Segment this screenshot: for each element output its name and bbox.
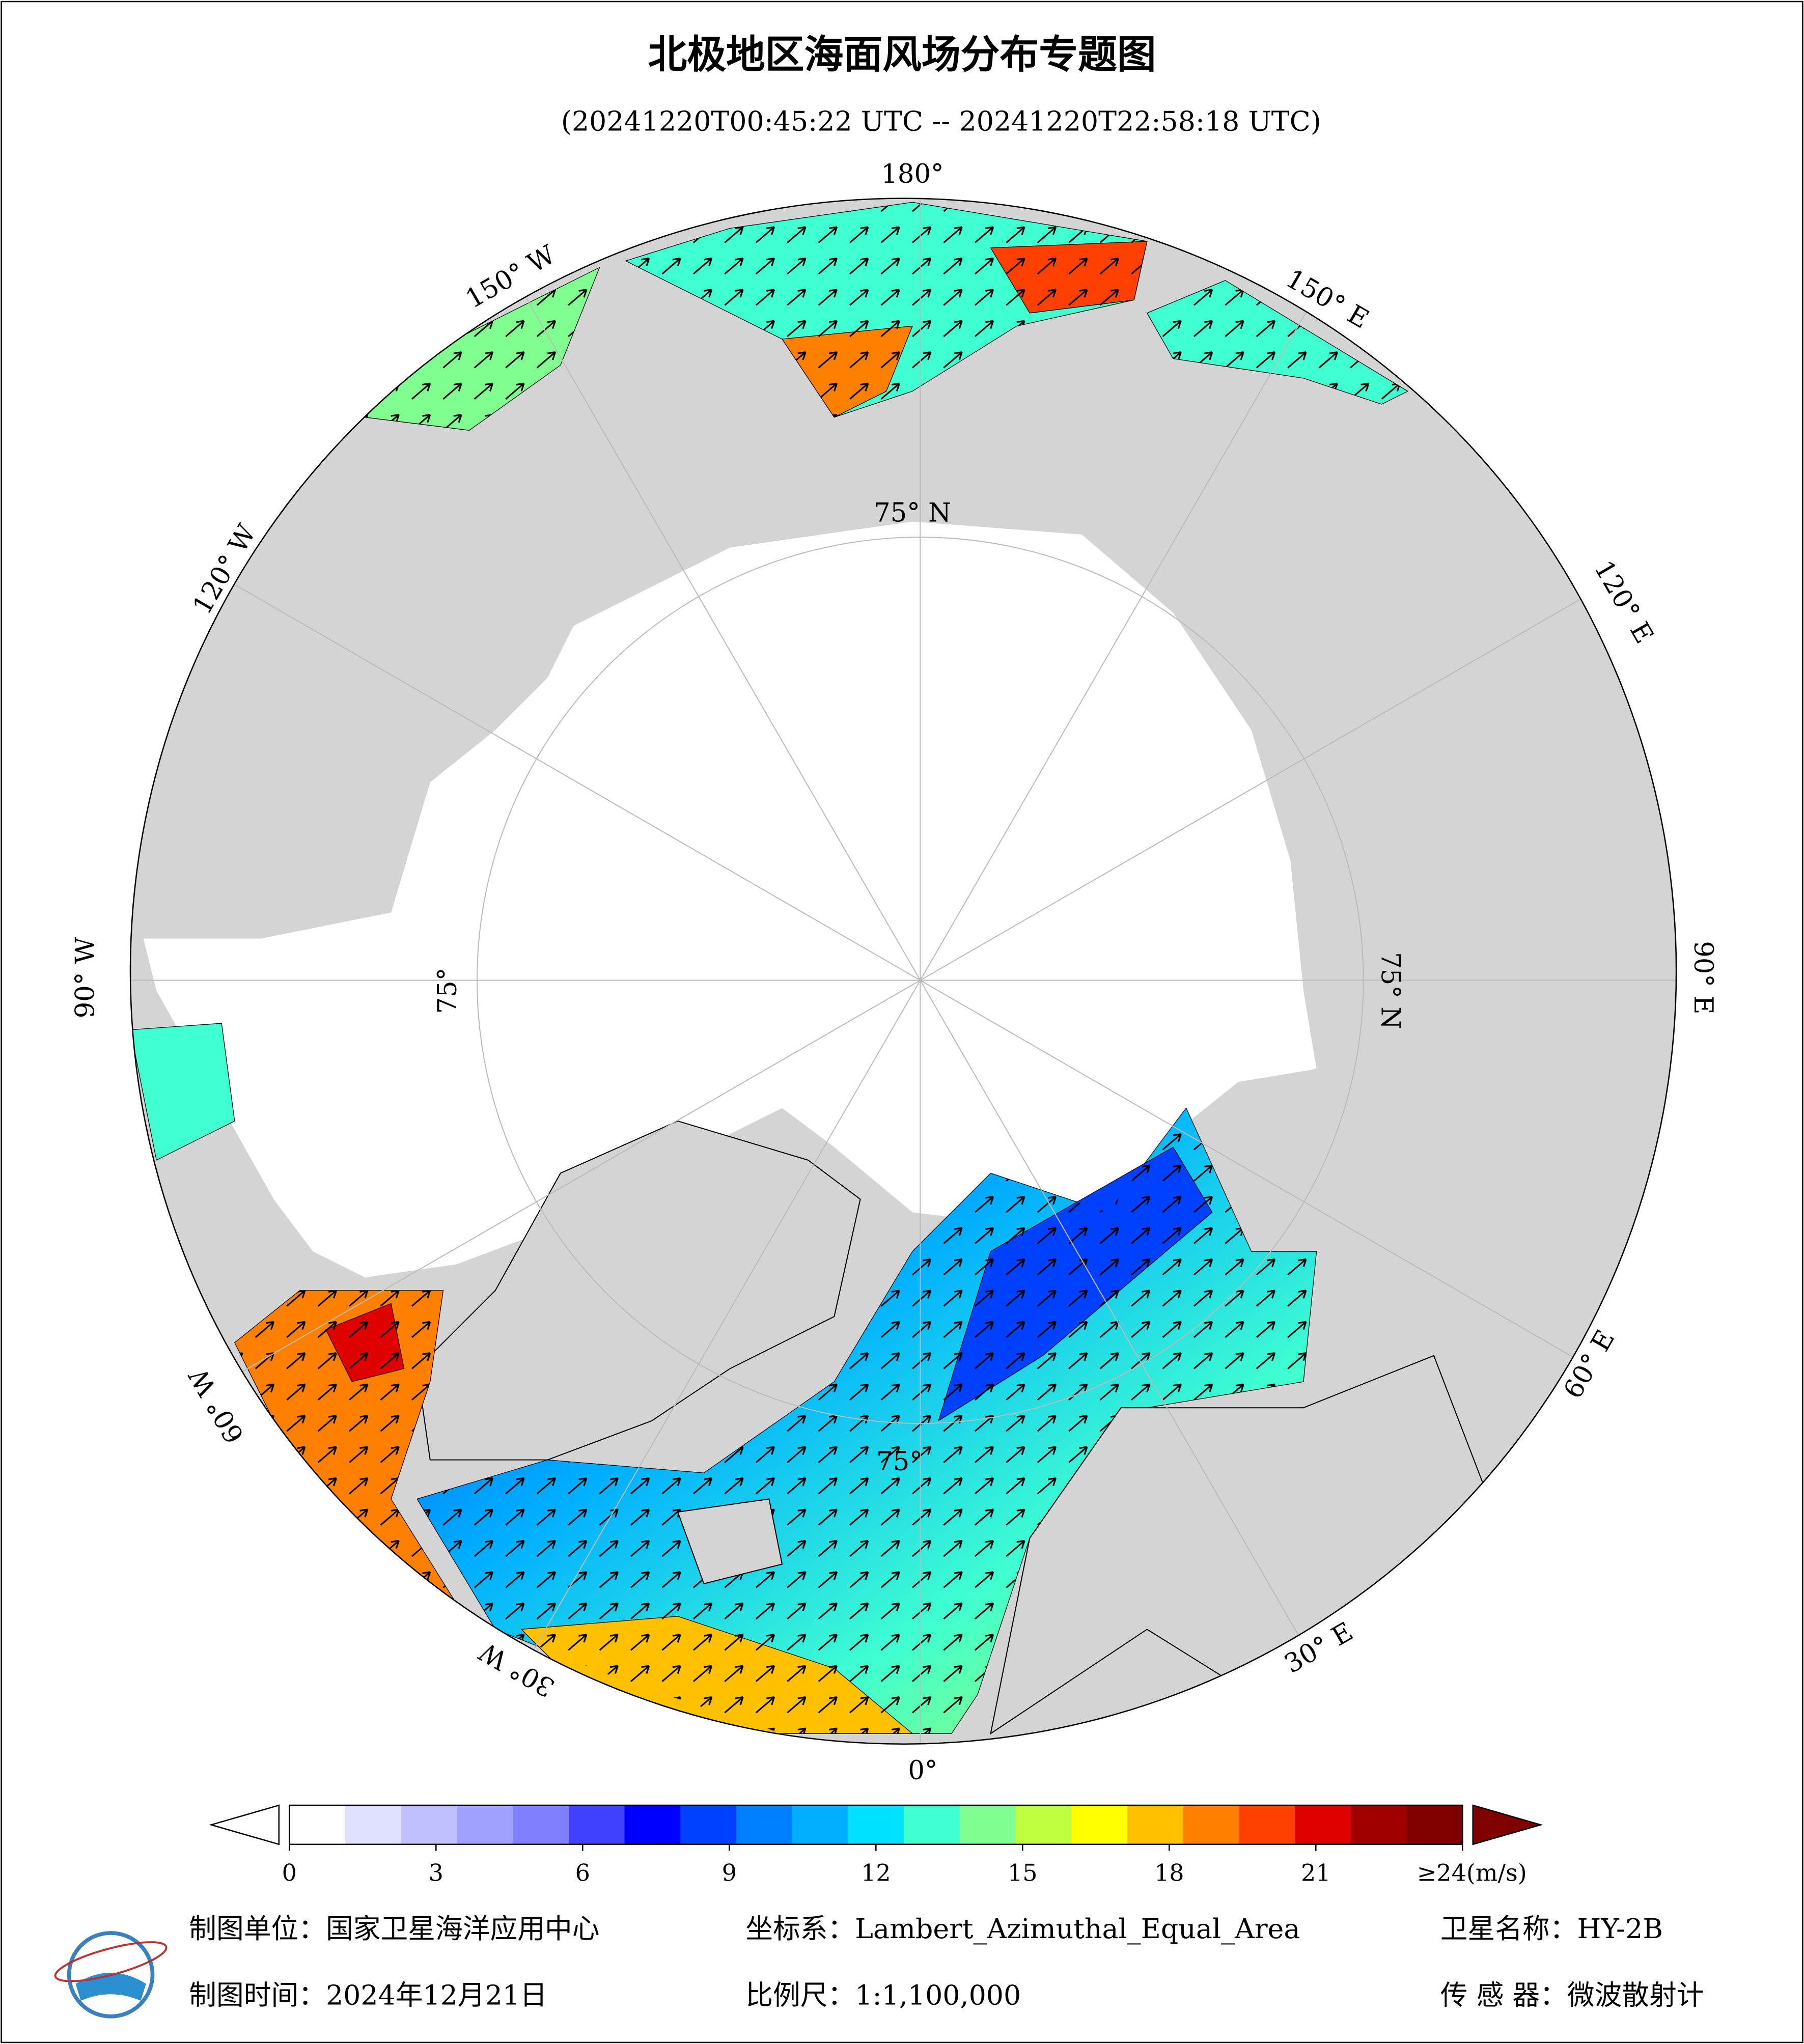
lat-label: 75° — [876, 1446, 923, 1477]
colorbar-segment — [904, 1805, 961, 1844]
sea-ice — [143, 521, 1317, 1278]
meridian — [463, 980, 921, 1744]
lat-label: 75° N — [1375, 952, 1406, 1029]
date: 制图时间：2024年12月21日 — [189, 1979, 547, 2011]
colorbar-segment — [1127, 1805, 1184, 1844]
lon-label: 0° — [908, 1755, 937, 1786]
scale: 比例尺：1:1,100,000 — [745, 1979, 1021, 2011]
meridian — [463, 198, 921, 981]
colorbar-segment — [457, 1805, 514, 1844]
colorbar-segment — [1295, 1805, 1352, 1844]
colorbar-segment — [345, 1805, 402, 1844]
colorbar-over — [1472, 1804, 1543, 1845]
colorbar-tick-label: 21 — [1301, 1859, 1331, 1887]
colorbar-tick-label: 12 — [861, 1859, 891, 1887]
lat-label: 75° — [432, 968, 463, 1014]
title: 北极地区海面风场分布专题图 — [648, 33, 1156, 78]
colorbar-segment — [1406, 1805, 1463, 1844]
colorbar-segment — [289, 1805, 346, 1844]
colorbar-tick-label: 0 — [282, 1859, 297, 1887]
meridian — [130, 979, 921, 1437]
lon-label: 180° — [881, 159, 943, 189]
colorbar-segment — [736, 1805, 793, 1844]
colorbar-tick-label: ≥24(m/s) — [1417, 1859, 1527, 1887]
graticule — [130, 198, 1677, 1744]
colorbar-segment — [1183, 1805, 1240, 1844]
lon-label: 60° W — [183, 1363, 251, 1449]
logo — [54, 1931, 168, 2019]
satellite: 卫星名称：HY-2B — [1440, 1913, 1663, 1945]
colorbar-segment — [848, 1805, 905, 1844]
wind-arrows — [234, 202, 1408, 1734]
producer: 制图单位：国家卫星海洋应用中心 — [189, 1913, 599, 1945]
map-border — [129, 198, 1677, 1745]
footer: 制图单位：国家卫星海洋应用中心 制图时间：2024年12月21日 坐标系：Lam… — [189, 1913, 1704, 2011]
greenland — [417, 1120, 861, 1461]
colorbar-segment — [680, 1805, 737, 1844]
colorbar-tick-label: 18 — [1154, 1859, 1184, 1887]
colorbar-tick-label: 6 — [575, 1859, 590, 1887]
lon-label: 90° W — [70, 937, 100, 1018]
meridian — [130, 523, 921, 981]
colorbar-segment — [1350, 1805, 1407, 1844]
meridian — [920, 198, 1377, 981]
subtitle: (20241220T00:45:22 UTC -- 20241220T22:58… — [561, 105, 1321, 137]
colorbar-segment — [401, 1805, 458, 1844]
meridian — [920, 523, 1677, 981]
colorbar-segment — [1015, 1805, 1072, 1844]
lon-label: 90° E — [1688, 941, 1718, 1014]
colorbar: 0 3 6 9 12 15 18 21 ≥24(m/s) — [209, 1804, 1543, 1887]
colorbar-segment — [624, 1805, 681, 1844]
colorbar-tick-label: 15 — [1008, 1859, 1038, 1887]
colorbar-segment — [1239, 1805, 1296, 1844]
colorbar-under — [209, 1804, 280, 1845]
sensor: 传 感 器：微波散射计 — [1440, 1979, 1704, 2011]
colorbar-tick-label: 3 — [429, 1859, 443, 1887]
projection: 坐标系：Lambert_Azimuthal_Equal_Area — [745, 1913, 1300, 1945]
map — [130, 198, 1677, 1744]
colorbar-segment — [568, 1805, 625, 1844]
colorbar-tick-label: 9 — [722, 1859, 737, 1887]
colorbar-segment — [792, 1805, 849, 1844]
colorbar-segment — [513, 1805, 570, 1844]
colorbar-segment — [959, 1805, 1016, 1844]
iceland — [677, 1498, 783, 1585]
colorbar-segment — [1071, 1805, 1128, 1844]
lat-label: 75° N — [874, 497, 951, 528]
